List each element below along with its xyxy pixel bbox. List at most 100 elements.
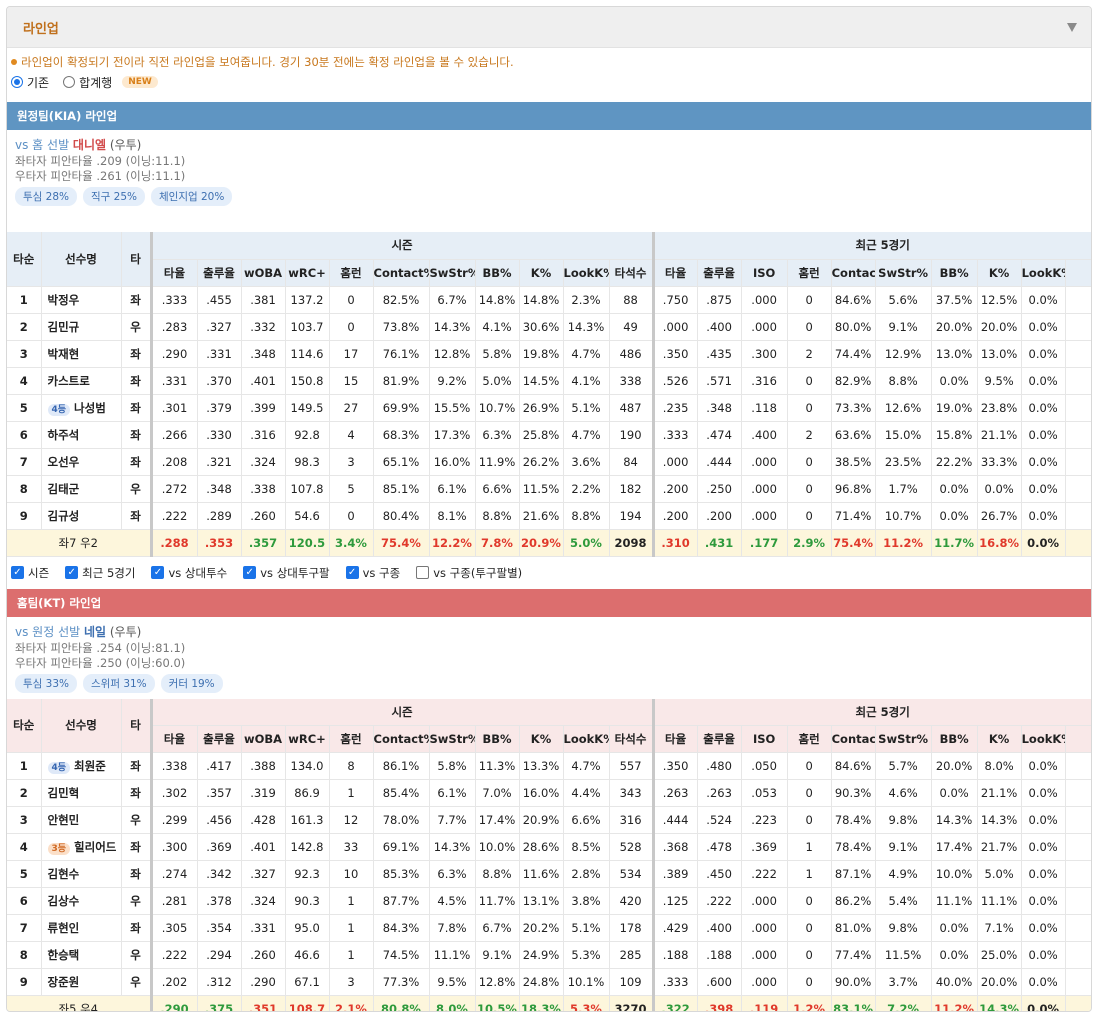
player-name[interactable]: 김민혁 bbox=[47, 786, 80, 800]
col-order[interactable]: 타순 bbox=[7, 698, 42, 753]
player-name[interactable]: 카스트로 bbox=[47, 373, 90, 388]
lineup-row[interactable]: 7 오선우 좌 .208.321.324 98.3 3 65.1% 16.0% 11.9% 26.… bbox=[7, 448, 1091, 476]
lineup-row[interactable]: 1 4등 최원준 좌 .338.417.388 134.0 8 86.1% 5.8% 11.3% 1… bbox=[7, 752, 1091, 780]
player-name[interactable]: 김상수 bbox=[47, 894, 80, 908]
col-order[interactable]: 타순 bbox=[7, 232, 42, 287]
player-name-cell[interactable]: 장준원 bbox=[41, 968, 122, 996]
recent-col-header[interactable]: LookK% bbox=[1021, 259, 1066, 287]
recent-col-header[interactable]: 출루율 bbox=[697, 725, 742, 753]
lineup-row[interactable]: 3 안현민 우 .299.456.428 161.3 12 78.0% 7.7% 17.4% 20… bbox=[7, 806, 1091, 834]
player-name-cell[interactable]: 하주석 bbox=[41, 421, 122, 449]
recent-col-header[interactable]: SwStr% bbox=[875, 725, 932, 753]
player-name-cell[interactable]: 카스트로 bbox=[41, 367, 122, 395]
filter-label[interactable]: 최근 5경기 bbox=[82, 565, 136, 580]
recent-col-header[interactable]: 홈런 bbox=[787, 259, 832, 287]
filter-checkbox[interactable]: ✓ bbox=[65, 566, 79, 579]
player-name-cell[interactable]: 김상수 bbox=[41, 887, 122, 915]
filter-label[interactable]: vs 구종(투구팔별) bbox=[433, 565, 523, 580]
recent-col-header[interactable]: ISO bbox=[741, 725, 788, 753]
player-name[interactable]: 류현인 bbox=[47, 921, 80, 935]
collapse-triangle-icon[interactable] bbox=[1067, 22, 1077, 32]
season-col-header[interactable]: wRC+ bbox=[285, 725, 330, 753]
recent-col-header[interactable]: BB% bbox=[931, 725, 978, 753]
filter-label[interactable]: vs 상대투수 bbox=[168, 565, 228, 580]
season-col-header[interactable]: K% bbox=[519, 259, 564, 287]
col-hand[interactable]: 타 bbox=[121, 698, 153, 753]
season-col-header[interactable]: LookK% bbox=[563, 725, 610, 753]
player-name[interactable]: 최원준 bbox=[74, 759, 106, 773]
season-col-header[interactable]: Contact% bbox=[373, 725, 430, 753]
player-name[interactable]: 김태군 bbox=[47, 481, 80, 496]
season-col-header[interactable]: 홈런 bbox=[329, 725, 374, 753]
player-name-cell[interactable]: 김현수 bbox=[41, 860, 122, 888]
recent-col-header[interactable]: Contact% bbox=[831, 725, 876, 753]
season-col-header[interactable]: 출루율 bbox=[197, 725, 242, 753]
filter-checkbox[interactable]: ✓ bbox=[151, 566, 165, 579]
season-col-header[interactable]: 타석수 bbox=[609, 259, 655, 287]
recent-col-header[interactable]: K% bbox=[977, 259, 1022, 287]
home-opposing-pitcher[interactable]: 네일 bbox=[83, 624, 107, 639]
mode-basic-label[interactable]: 기존 bbox=[27, 75, 50, 90]
player-name-cell[interactable]: 안현민 bbox=[41, 806, 122, 834]
lineup-row[interactable]: 5 4등 나성범 좌 .301.379.399 149.5 27 69.9% 15.5% 10.7… bbox=[7, 394, 1091, 422]
col-name[interactable]: 선수명 bbox=[41, 232, 122, 287]
recent-col-header[interactable]: LookK% bbox=[1021, 725, 1066, 753]
lineup-row[interactable]: 4 3등 힐리어드 좌 .300.369.401 142.8 33 69.1% 14.3% 10.… bbox=[7, 833, 1091, 861]
lineup-row[interactable]: 9 장준원 우 .202.312.290 67.1 3 77.3% 9.5% 12.8% 24.8… bbox=[7, 968, 1091, 996]
player-name[interactable]: 안현민 bbox=[47, 813, 80, 827]
mode-total-radio[interactable] bbox=[63, 76, 76, 88]
lineup-row[interactable]: 5 김현수 좌 .274.342.327 92.3 10 85.3% 6.3% 8.8% 11.6… bbox=[7, 860, 1091, 888]
lineup-row[interactable]: 1 박정우 좌 .333.455.381 137.2 0 82.5% 6.7% 14.8% 14.… bbox=[7, 286, 1091, 314]
filter-checkbox[interactable]: ✓ bbox=[345, 566, 359, 579]
player-name[interactable]: 김민규 bbox=[47, 319, 80, 334]
player-name-cell[interactable]: 김태군 bbox=[41, 475, 122, 503]
player-name[interactable]: 박정우 bbox=[47, 292, 80, 307]
season-col-header[interactable]: 홈런 bbox=[329, 259, 374, 287]
player-name-cell[interactable]: 김민규 bbox=[41, 313, 122, 341]
player-name[interactable]: 하주석 bbox=[47, 427, 80, 442]
away-opposing-pitcher[interactable]: 대니엘 bbox=[72, 138, 107, 152]
lineup-row[interactable]: 2 김민규 우 .283.327.332 103.7 0 73.8% 14.3% 4.1% 30.… bbox=[7, 313, 1091, 341]
player-name-cell[interactable]: 오선우 bbox=[41, 448, 122, 476]
season-col-header[interactable]: 타석수 bbox=[609, 725, 655, 753]
season-col-header[interactable]: 출루율 bbox=[197, 259, 242, 287]
player-name-cell[interactable]: 박정우 bbox=[41, 286, 122, 314]
lineup-row[interactable]: 6 하주석 좌 .266.330.316 92.8 4 68.3% 17.3% 6.3% 25.8… bbox=[7, 421, 1091, 449]
player-name-cell[interactable]: 김규성 bbox=[41, 502, 122, 530]
season-col-header[interactable]: wRC+ bbox=[285, 259, 330, 287]
season-col-header[interactable]: BB% bbox=[475, 725, 520, 753]
player-name[interactable]: 오선우 bbox=[47, 454, 80, 469]
season-col-header[interactable]: wOBA bbox=[241, 259, 286, 287]
recent-col-header[interactable]: ISO bbox=[741, 259, 788, 287]
player-name-cell[interactable]: 4등 나성범 bbox=[41, 394, 122, 422]
panel-header[interactable]: 라인업 bbox=[7, 7, 1091, 48]
recent-col-header[interactable]: BB% bbox=[931, 259, 978, 287]
lineup-row[interactable]: 7 류현인 좌 .305.354.331 95.0 1 84.3% 7.8% 6.7% 20.2%… bbox=[7, 914, 1091, 942]
player-name-cell[interactable]: 박재현 bbox=[41, 340, 122, 368]
season-col-header[interactable]: SwStr% bbox=[429, 725, 476, 753]
player-name[interactable]: 박재현 bbox=[47, 346, 80, 361]
filter-checkbox[interactable]: ✓ bbox=[11, 566, 24, 579]
col-hand[interactable]: 타 bbox=[121, 232, 153, 287]
player-name[interactable]: 힐리어드 bbox=[74, 840, 117, 854]
lineup-row[interactable]: 4 카스트로 좌 .331.370.401 150.8 15 81.9% 9.2% 5.0% 14… bbox=[7, 367, 1091, 395]
lineup-row[interactable]: 2 김민혁 좌 .302.357.319 86.9 1 85.4% 6.1% 7.0% 16.0%… bbox=[7, 779, 1091, 807]
player-name[interactable]: 장준원 bbox=[47, 975, 80, 989]
recent-col-header[interactable]: SwStr% bbox=[875, 259, 932, 287]
recent-col-header[interactable]: 출루율 bbox=[697, 259, 742, 287]
season-col-header[interactable]: 타율 bbox=[151, 259, 198, 287]
lineup-row[interactable]: 3 박재현 좌 .290.331.348 114.6 17 76.1% 12.8% 5.8% 19… bbox=[7, 340, 1091, 368]
filter-checkbox[interactable]: ✓ bbox=[243, 566, 257, 579]
mode-basic-radio[interactable] bbox=[11, 76, 23, 88]
filter-label[interactable]: vs 상대투구팔 bbox=[260, 565, 330, 580]
recent-col-header[interactable]: Contact% bbox=[831, 259, 876, 287]
recent-col-header[interactable]: 타율 bbox=[653, 259, 698, 287]
recent-col-header[interactable]: K% bbox=[977, 725, 1022, 753]
lineup-row[interactable]: 8 김태군 우 .272.348.338 107.8 5 85.1% 6.1% 6.6% 11.5… bbox=[7, 475, 1091, 503]
col-name[interactable]: 선수명 bbox=[41, 698, 122, 753]
mode-total-label[interactable]: 합계행 bbox=[79, 75, 113, 90]
player-name[interactable]: 김규성 bbox=[47, 508, 80, 523]
player-name-cell[interactable]: 4등 최원준 bbox=[41, 752, 122, 780]
filter-checkbox[interactable] bbox=[416, 566, 430, 579]
player-name-cell[interactable]: 3등 힐리어드 bbox=[41, 833, 122, 861]
